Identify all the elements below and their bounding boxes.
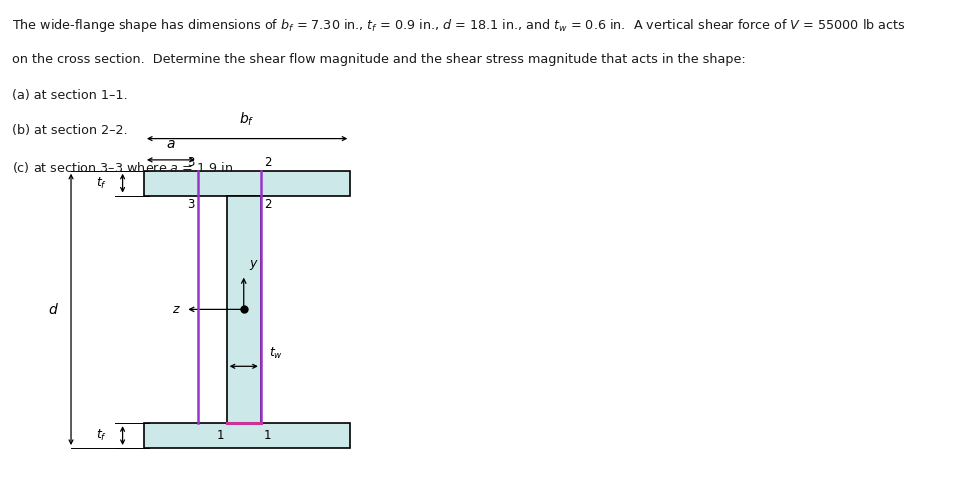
Bar [227, 196, 261, 423]
Text: $b_f$: $b_f$ [239, 110, 255, 128]
Bar [144, 423, 350, 448]
Text: (b) at section 2–2.: (b) at section 2–2. [12, 124, 127, 137]
Text: 2: 2 [264, 156, 271, 169]
Text: $t_f$: $t_f$ [95, 176, 107, 191]
Text: $a$: $a$ [166, 137, 176, 151]
Text: $y$: $y$ [249, 258, 259, 272]
Text: (c) at section 3–3 where $a$ = 1.9 in.: (c) at section 3–3 where $a$ = 1.9 in. [12, 160, 237, 175]
Text: 3: 3 [188, 156, 195, 169]
Text: 1: 1 [216, 429, 224, 442]
Bar [144, 171, 350, 196]
Text: The wide-flange shape has dimensions of $b_f$ = 7.30 in., $t_f$ = 0.9 in., $d$ =: The wide-flange shape has dimensions of … [12, 17, 905, 34]
Text: (a) at section 1–1.: (a) at section 1–1. [12, 89, 127, 101]
Text: $t_w$: $t_w$ [269, 346, 282, 361]
Text: $t_f$: $t_f$ [95, 428, 107, 443]
Text: $z$: $z$ [171, 303, 181, 316]
Text: on the cross section.  Determine the shear flow magnitude and the shear stress m: on the cross section. Determine the shea… [12, 53, 745, 66]
Text: 1: 1 [264, 429, 271, 442]
Text: 3: 3 [188, 198, 195, 210]
Text: $d$: $d$ [48, 302, 59, 317]
Text: 2: 2 [264, 198, 271, 210]
